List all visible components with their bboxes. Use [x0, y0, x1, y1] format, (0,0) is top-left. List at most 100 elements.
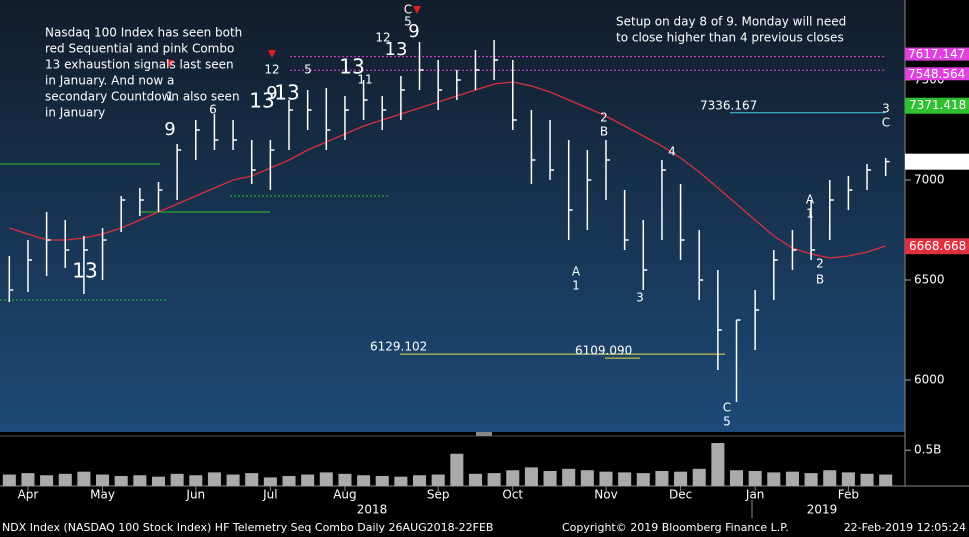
note-left: red Sequential and pink Combo [45, 42, 234, 56]
note-right: to close higher than 4 previous closes [616, 31, 844, 45]
annotation: 1 [806, 207, 814, 221]
volume-bar [151, 476, 166, 486]
footer-copyright: Copyright© 2019 Bloomberg Finance L.P. [562, 521, 789, 534]
volume-bar [692, 468, 706, 486]
annotation: 2 [816, 257, 824, 271]
x-tick-label: Dec [669, 488, 692, 502]
footer-timestamp: 22-Feb-2019 12:05:24 [844, 521, 966, 534]
volume-bar [450, 453, 464, 486]
volume-bar [599, 471, 613, 486]
annotation: A [572, 265, 581, 279]
annotation: 3 [882, 102, 890, 116]
volume-bar [767, 472, 781, 486]
volume-bar [189, 475, 203, 486]
volume-bar [58, 473, 72, 486]
x-tick-label: Jul [262, 488, 277, 502]
x-tick-label: Aug [333, 488, 356, 502]
level-label: 7336.167 [700, 98, 757, 112]
x-tick-label: Oct [502, 488, 523, 502]
volume-bar [655, 470, 669, 486]
volume-bar [636, 473, 650, 486]
volume-bar [114, 475, 128, 486]
x-tick-label: May [90, 488, 115, 502]
level-label: 7617.147 [908, 47, 965, 61]
volume-bar [580, 470, 594, 486]
annotation: C [723, 401, 731, 415]
note-left: Nasdaq 100 Index has seen both [45, 26, 242, 40]
annotation: 13 [249, 89, 274, 113]
y-tick-label: 6000 [914, 373, 945, 387]
volume-bar [506, 470, 520, 486]
note-left: secondary Countdown also seen [45, 90, 240, 104]
volume-bar [674, 471, 688, 486]
volume-bar [524, 467, 538, 486]
level-label: 6109.090 [575, 344, 632, 358]
volume-bar [170, 473, 184, 486]
volume-bar [282, 475, 296, 486]
marker-box [905, 97, 969, 114]
annotation: 1 [572, 279, 580, 293]
volume-bar [301, 474, 315, 486]
annotation: 9 [266, 83, 277, 104]
level-label: 6129.102 [370, 340, 427, 354]
y-tick-label: 6500 [914, 273, 945, 287]
annotation: 3 [636, 291, 644, 305]
volume-bar [40, 475, 54, 486]
x-tick-label: Nov [594, 488, 617, 502]
volume-bar [543, 470, 557, 486]
volume-bar [21, 473, 35, 486]
volume-bar [226, 474, 240, 486]
volume-bar [413, 475, 427, 486]
volume-bar [487, 473, 501, 486]
volume-bar [785, 471, 799, 486]
marker-box [905, 153, 969, 170]
moving-average [9, 81, 886, 259]
x-tick-label: Sep [427, 488, 450, 502]
annotation: 4 [668, 145, 676, 159]
volume-bar [394, 476, 408, 486]
note-right: Setup on day 8 of 9. Monday will need [616, 15, 846, 29]
y-tick-label: 7000 [914, 173, 945, 187]
volume-bar [860, 473, 874, 486]
footer-title: NDX Index (NASDAQ 100 Stock Index) HF Te… [2, 521, 493, 534]
volume-bar [133, 475, 147, 486]
volume-bar [729, 470, 744, 486]
volume-bar [77, 471, 91, 486]
x-tick-label: Jun [185, 488, 205, 502]
volume-bar [357, 475, 371, 486]
note-left: in January. And now a [45, 74, 174, 88]
annotation: 9 [164, 119, 175, 140]
annotation: 13 [72, 259, 97, 283]
x-tick-label: Jan [745, 488, 765, 502]
annotation: A [806, 193, 815, 207]
annotation: 13 [339, 55, 364, 79]
marker-box [905, 238, 969, 255]
volume-bar [562, 468, 576, 486]
volume-bar [804, 473, 818, 486]
volume-bar [748, 470, 762, 486]
price-panel [0, 0, 905, 432]
volume-bar [319, 472, 333, 486]
annotation: 6 [209, 103, 217, 117]
volume-bar [263, 477, 277, 486]
volume-bar [96, 474, 110, 486]
splitter[interactable] [476, 432, 492, 436]
volume-bar [879, 474, 893, 486]
volume-bar [711, 443, 725, 486]
annotation: 13 [385, 39, 408, 60]
x-tick-label: Feb [838, 488, 859, 502]
annotation: 9 [408, 21, 419, 42]
marker-label: 7371.418 [909, 98, 966, 112]
note-left: in January [45, 106, 105, 120]
volume-bar [207, 472, 221, 486]
volume-bar [2, 474, 16, 486]
annotation: B [600, 125, 608, 139]
year-label: 2019 [807, 503, 838, 517]
level-label: 7548.564 [908, 67, 965, 81]
level-box [905, 67, 969, 81]
note-left: 13 exhaustion signals last seen [45, 58, 234, 72]
annotation: 12 [264, 63, 279, 77]
volume-bar [841, 472, 855, 486]
volume-bar [618, 472, 632, 486]
